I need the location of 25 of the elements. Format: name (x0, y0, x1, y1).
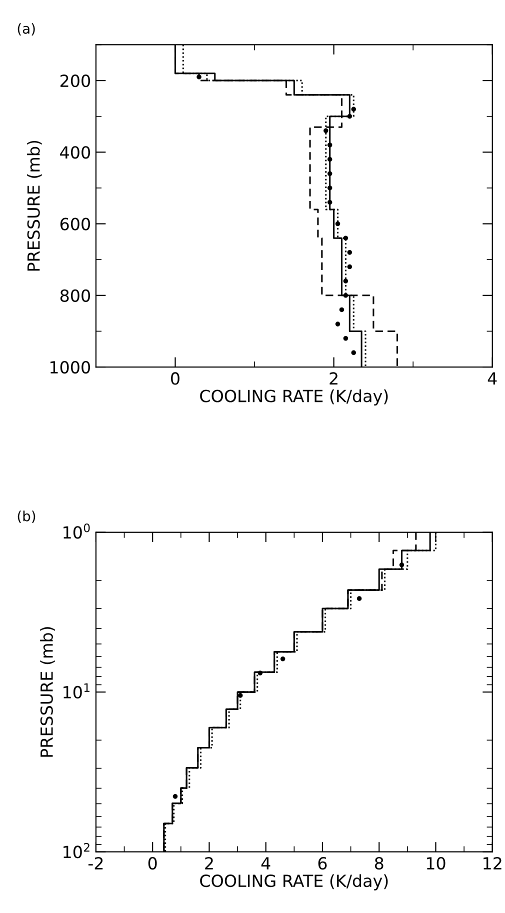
x-tick-label: 8 (374, 856, 384, 870)
y-tick-label: 800 (60, 289, 90, 302)
x-tick-label: 4 (261, 857, 270, 870)
y-tick-label: 200 (60, 74, 90, 88)
x-tick-label: 4 (488, 372, 497, 385)
x-tick-label: 0 (148, 856, 157, 870)
chart-title: (a) (18, 23, 35, 36)
y-tick-label: 600 (60, 218, 90, 230)
y-tick-label: 10$^{1}$ (64, 683, 90, 699)
y-axis-title: PRESSURE (mb) (26, 140, 42, 271)
x-tick-label: 2 (330, 372, 338, 385)
x-tick-label: 0 (171, 372, 180, 385)
x-tick-label: 2 (205, 856, 213, 870)
y-tick-label: 1000 (50, 360, 90, 374)
y-tick-label: 10$^{0}$ (64, 523, 90, 539)
x-tick-label: 12 (484, 856, 502, 870)
y-axis-title: PRESSURE (mb) (40, 627, 55, 757)
y-tick-label: 400 (60, 146, 90, 159)
y-tick-label: 10$^{2}$ (64, 842, 90, 858)
chart-title: (b) (18, 510, 36, 523)
x-tick-label: 10 (426, 856, 446, 870)
x-tick-label: -2 (88, 856, 103, 870)
x-axis-title: COOLING RATE (K/day) (200, 874, 388, 890)
x-tick-label: 6 (318, 856, 327, 870)
x-axis-title: COOLING RATE (K/day) (200, 389, 388, 406)
